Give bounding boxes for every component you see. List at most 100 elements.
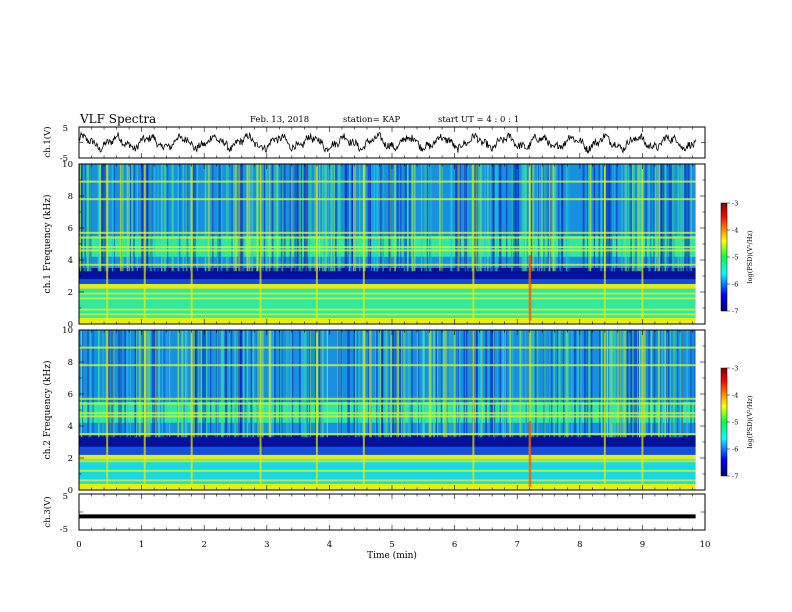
spectrogram-streak <box>668 164 671 272</box>
y-tick-label: 6 <box>68 390 73 400</box>
x-tick-label: 1 <box>139 540 144 550</box>
spectrogram-streak <box>479 164 481 272</box>
ch1-waveform-ticks <box>78 126 706 159</box>
spectrogram-streak <box>231 164 233 272</box>
spectrogram-streak <box>648 164 650 272</box>
spectrogram-streak <box>491 164 493 272</box>
spectrogram-streak <box>323 164 326 272</box>
spectrogram-streak <box>521 164 523 272</box>
spectrogram-streak <box>290 164 293 272</box>
spectrogram-streak <box>526 164 528 272</box>
spectrogram-burst <box>143 330 146 490</box>
spectrogram-streak <box>654 164 656 272</box>
spectrogram-streak <box>500 164 502 272</box>
spectrogram-streak <box>588 164 590 272</box>
spectrogram-streak <box>187 164 189 272</box>
spectrogram-streak <box>120 330 122 438</box>
spectrogram-streak <box>504 330 506 438</box>
spectrogram-streak <box>684 164 687 272</box>
spectrogram-streak <box>690 330 692 438</box>
spectrogram-streak <box>164 164 167 272</box>
ch2-spectrogram-panel: 0 2 4 6 8 10 ch.2 Frequency (kHz) <box>42 326 706 496</box>
spectrogram-streak <box>298 330 301 438</box>
spectrogram-streak <box>661 330 664 438</box>
spectrogram-streak <box>614 164 615 272</box>
spectrogram-streak <box>271 164 274 272</box>
spectrogram-streak <box>230 330 233 438</box>
spectrogram-burst <box>641 164 644 324</box>
spectrogram-streak <box>450 164 453 272</box>
spectrogram-streak <box>643 330 646 438</box>
spectrogram-streak <box>118 330 120 438</box>
spectrogram-streak <box>382 164 385 272</box>
spectrogram-streak <box>216 330 219 438</box>
spectrogram-streak <box>129 164 132 272</box>
spectrogram-streak <box>608 330 610 438</box>
spectrogram-streak <box>464 164 466 272</box>
spectrogram-streak <box>368 330 370 438</box>
spectrogram-streak <box>620 330 623 438</box>
spectrogram-streak <box>547 164 550 272</box>
spectrogram-streak <box>151 164 153 272</box>
spectrogram-streak <box>553 164 555 272</box>
spectrogram-streak <box>411 330 413 438</box>
spectrogram-streak <box>364 164 366 272</box>
date-label: Feb. 13, 2018 <box>250 115 309 125</box>
y-tick-label: 2 <box>68 454 73 464</box>
spectrogram-streak <box>664 330 667 438</box>
spectrogram-streak <box>676 330 679 438</box>
spectrogram-streak <box>607 330 609 438</box>
spectrogram-streak <box>268 330 271 438</box>
ch2-colorbar-label: log(PSD)(V²/Hz) <box>746 395 754 448</box>
ch1-spectrogram-image <box>79 164 705 324</box>
spectrogram-streak <box>509 330 511 438</box>
spectrogram-line-emission <box>79 286 696 289</box>
spectrogram-streak <box>621 164 623 272</box>
spectrogram-streak <box>628 164 630 272</box>
spectrogram-streak <box>241 164 244 272</box>
spectrogram-streak <box>552 164 555 272</box>
spectrogram-streak <box>511 330 514 438</box>
spectrogram-streak <box>150 164 153 272</box>
spectrogram-streak <box>429 330 432 438</box>
ch1-spectrogram-ylabel: ch.1 Frequency (kHz) <box>42 195 53 294</box>
spectrogram-streak <box>166 330 168 438</box>
spectrogram-streak <box>397 330 400 438</box>
spectrogram-streak <box>630 164 632 272</box>
spectrogram-streak <box>252 330 255 438</box>
spectrogram-streak <box>217 164 219 272</box>
spectrogram-streak <box>241 330 244 438</box>
spectrogram-streak <box>155 330 157 438</box>
spectrogram-streak <box>126 164 128 272</box>
spectrogram-streak <box>280 330 283 438</box>
spectrogram-streak <box>543 330 546 438</box>
colorbar-tick-label: -4 <box>732 227 738 235</box>
spectrogram-band <box>79 256 705 268</box>
spectrogram-streak <box>239 164 242 272</box>
spectrogram-streak <box>554 164 557 272</box>
spectrogram-streak <box>465 330 468 438</box>
ch1-ylabel: ch.1(V) <box>42 126 53 157</box>
spectrogram-streak <box>185 164 188 272</box>
spectrogram-line-emission <box>79 231 696 234</box>
spectrogram-streak <box>98 164 101 272</box>
spectrogram-streak <box>111 164 113 272</box>
spectrogram-streak <box>635 164 637 272</box>
spectrogram-streak <box>586 330 589 438</box>
x-tick-label: 5 <box>389 540 394 550</box>
spectrogram-streak <box>395 330 397 438</box>
spectrogram-streak <box>296 164 299 272</box>
spectrogram-streak <box>249 330 251 438</box>
spectrogram-streak <box>536 164 539 272</box>
spectrogram-streak <box>602 330 604 438</box>
spectrogram-streak <box>511 164 513 272</box>
spectrogram-line-emission <box>79 412 696 415</box>
spectrogram-streak <box>377 330 380 438</box>
spectrogram-streak <box>480 330 482 438</box>
spectrogram-streak <box>417 330 419 438</box>
ch2-spectrogram-image <box>79 330 705 490</box>
spectrogram-streak <box>225 330 228 438</box>
spectrogram-streak <box>537 164 540 272</box>
spectrogram-line-emission <box>79 402 696 405</box>
